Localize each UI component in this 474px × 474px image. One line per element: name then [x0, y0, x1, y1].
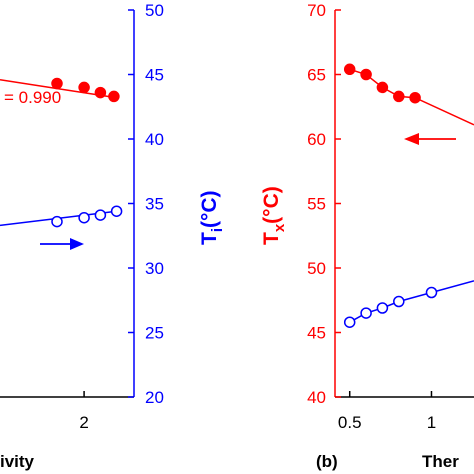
panel-a-x-ticks: 2 — [79, 391, 89, 432]
panel-a-arrow-right — [40, 238, 84, 250]
panel-b-series-0-point-4 — [409, 91, 421, 104]
panel-a-series — [0, 77, 123, 228]
panel-b-left-tick-label-0: 40 — [307, 388, 326, 407]
panel-a-series-1-point-3 — [110, 205, 123, 217]
panel-b-series-1-point-2 — [376, 302, 389, 314]
panel-a-right-axis-label: Ti(°C) — [198, 190, 226, 245]
panel-b-series-0-point-3 — [393, 90, 405, 103]
panel-b-left-tick-label-3: 55 — [307, 195, 326, 214]
panel-a-series-1-point-2 — [94, 209, 107, 221]
panel-a-right-axis-label-sub: i — [209, 228, 226, 232]
panel-b-series-1-point-1 — [360, 307, 372, 319]
panel-a: 20 25 30 35 40 45 50 2 = 0.990 Ti(°C) ivity — [0, 1, 226, 471]
panel-b-arrow-head — [404, 133, 419, 145]
panel-a-series-0-point-3 — [108, 90, 120, 103]
panel-a-right-tick-label-5: 45 — [145, 66, 164, 85]
panel-b-x-tick-label-1: 1 — [427, 413, 436, 432]
panel-a-series-0-point-0 — [51, 77, 63, 90]
panel-b-left-tick-label-2: 50 — [307, 259, 326, 278]
panel-b-x-axis-label: Ther — [422, 452, 459, 471]
panel-a-right-tick-label-0: 20 — [145, 388, 164, 407]
panel-b-left-tick-label-6: 70 — [307, 1, 326, 20]
panel-a-x-axis-label: ivity — [0, 452, 35, 471]
panel-b-series — [343, 63, 474, 328]
panel-a-right-axis-label-main: T — [198, 232, 221, 245]
panel-b-left-axis-label: Tx(°C) — [260, 186, 288, 245]
panel-b-label: (b) — [316, 452, 338, 471]
panel-a-right-tick-label-6: 50 — [145, 1, 164, 20]
panel-a-right-tick-label-2: 30 — [145, 259, 164, 278]
panel-a-right-axis-label-unit: (°C) — [198, 190, 221, 228]
panel-b-left-ticks: 40 45 50 55 60 65 70 — [307, 1, 341, 407]
panel-b-left-tick-label-1: 45 — [307, 324, 326, 343]
panel-b-series-1-point-4 — [425, 286, 438, 299]
panel-b-left-tick-label-5: 65 — [307, 66, 326, 85]
panel-b-series-0-point-2 — [376, 81, 389, 94]
panel-a-right-ticks: 20 25 30 35 40 45 50 — [128, 1, 164, 407]
panel-a-series-0-point-2 — [94, 86, 107, 99]
panel-b-x-tick-label-0: 0.5 — [338, 413, 362, 432]
panel-b-left-tick-label-4: 60 — [307, 130, 326, 149]
panel-b-series-1-point-0 — [343, 316, 356, 328]
panel-b-x-ticks: 0.5 1 — [338, 391, 436, 432]
panel-b-series-0-point-1 — [360, 68, 372, 81]
panel-b-series-0-point-0 — [343, 63, 356, 76]
panel-b-left-axis-label-main: T — [260, 232, 283, 245]
panel-a-series-0-point-1 — [78, 81, 90, 94]
panel-b-series-1-point-3 — [393, 295, 405, 308]
panel-a-series-1-point-0 — [51, 215, 63, 228]
panel-a-arrow-head — [70, 238, 84, 250]
panel-a-right-tick-label-3: 35 — [145, 195, 164, 214]
panel-a-right-tick-label-4: 40 — [145, 130, 164, 149]
panel-a-annotation: = 0.990 — [4, 88, 61, 107]
panel-a-series-1-point-1 — [78, 211, 90, 224]
panel-b-left-axis-label-unit: (°C) — [260, 186, 283, 224]
panel-a-right-tick-label-1: 25 — [145, 324, 164, 343]
panel-b-arrow-left — [404, 133, 456, 145]
panel-b-left-axis-label-sub: x — [271, 223, 288, 232]
panel-a-x-tick-label-0: 2 — [79, 413, 88, 432]
